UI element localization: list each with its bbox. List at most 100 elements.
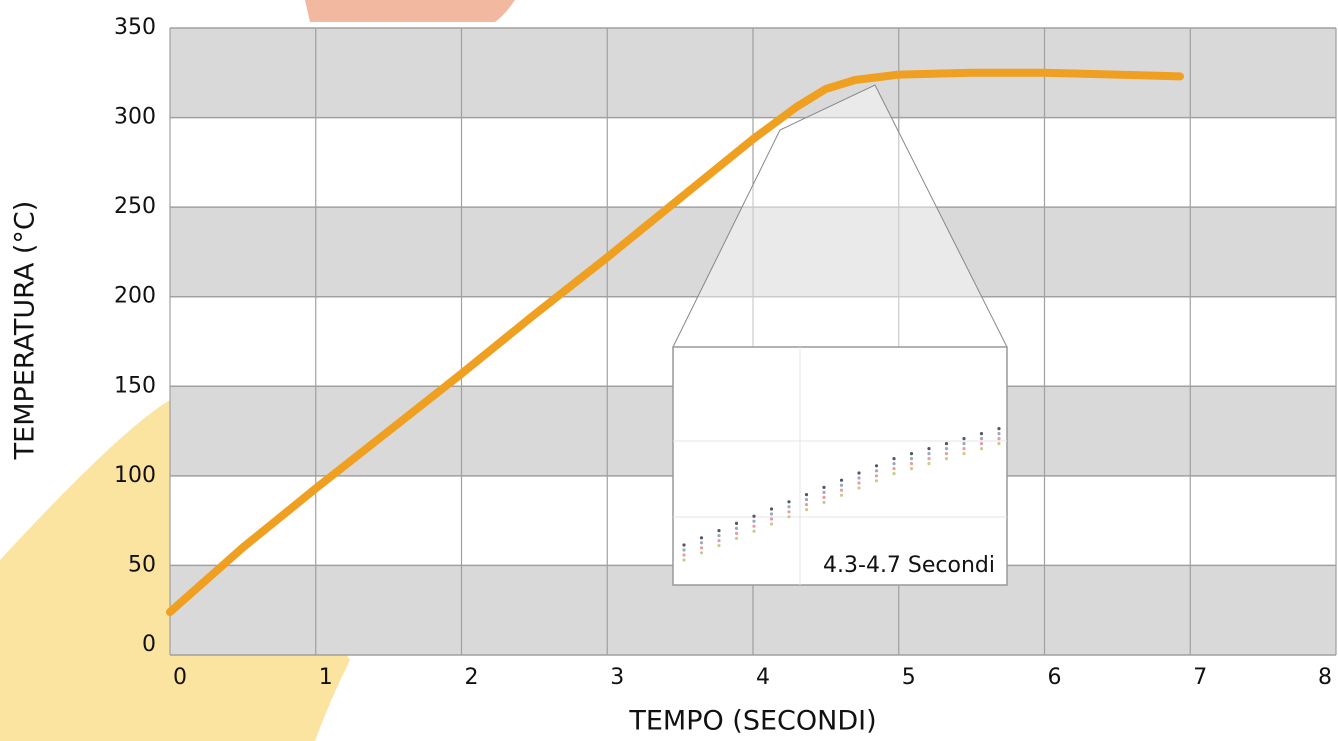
inset-dot xyxy=(682,543,686,547)
inset-dot xyxy=(857,471,861,475)
inset-dot xyxy=(944,457,949,461)
inset-dot xyxy=(909,467,914,471)
inset-dot xyxy=(927,452,931,456)
inset-dot xyxy=(734,526,739,531)
inset-dot xyxy=(839,483,844,487)
x-tick-label: 2 xyxy=(465,665,479,690)
x-axis-title: TEMPO (SECONDI) xyxy=(628,706,876,737)
inset-dot xyxy=(997,437,1001,441)
y-tick-label: 100 xyxy=(114,463,156,488)
inset-dot xyxy=(979,432,984,436)
inset-dot xyxy=(892,467,896,471)
inset-dot xyxy=(927,447,931,451)
inset-dot xyxy=(839,478,844,482)
inset-dot xyxy=(909,452,914,456)
x-tick-label: 4 xyxy=(756,665,770,690)
inset-dot xyxy=(979,437,984,441)
inset-dot xyxy=(874,469,879,473)
x-tick-label: 0 xyxy=(173,665,187,690)
decor-shape xyxy=(305,0,515,22)
inset-dot xyxy=(717,534,721,538)
inset-dot xyxy=(962,447,966,451)
inset-dot xyxy=(699,541,704,545)
inset-dot xyxy=(787,515,791,519)
inset-dot xyxy=(699,536,704,540)
inset-dot xyxy=(944,447,949,451)
inset-dot xyxy=(699,551,704,555)
inset-dot xyxy=(752,519,756,523)
x-tick-label: 1 xyxy=(319,665,333,690)
inset-dot xyxy=(787,510,791,514)
inset-dot xyxy=(944,442,949,446)
inset-dot xyxy=(909,457,914,461)
inset-dot xyxy=(804,503,809,507)
inset-dot xyxy=(734,536,739,541)
inset-dot xyxy=(804,508,809,512)
inset-dot xyxy=(717,539,721,543)
x-tick-label: 7 xyxy=(1193,665,1207,690)
inset-dot xyxy=(927,462,931,466)
y-tick-label: 150 xyxy=(114,373,156,398)
inset-dot xyxy=(892,462,896,466)
inset-dot xyxy=(822,495,826,499)
inset-dot xyxy=(857,476,861,480)
annotation: 4.3-4.7 Secondi xyxy=(823,553,995,578)
inset-dot xyxy=(682,558,686,562)
y-tick-label: 200 xyxy=(114,284,156,309)
inset-dot xyxy=(892,472,896,476)
inset-dot xyxy=(769,522,774,526)
inset-dot xyxy=(822,485,826,489)
inset-dot xyxy=(769,517,774,521)
inset-dot xyxy=(769,512,774,516)
inset-dot xyxy=(857,486,861,490)
inset-dot xyxy=(699,546,704,550)
inset-dot xyxy=(944,452,949,456)
inset-dot xyxy=(962,442,966,446)
inset-dot xyxy=(804,498,809,502)
inset-dot xyxy=(682,553,686,557)
y-tick-label: 350 xyxy=(114,15,156,40)
inset-dot xyxy=(979,442,984,446)
inset-dot xyxy=(787,500,791,504)
x-tick-label: 5 xyxy=(902,665,916,690)
inset-dot xyxy=(734,521,739,526)
inset-dot xyxy=(839,493,844,497)
inset-dot xyxy=(822,500,826,504)
x-tick-label: 8 xyxy=(1318,665,1332,690)
inset-dot xyxy=(752,514,756,518)
inset-dot xyxy=(857,481,861,485)
inset-dot xyxy=(874,464,879,468)
inset-dot xyxy=(997,427,1001,431)
x-tick-label: 6 xyxy=(1048,665,1062,690)
inset-box xyxy=(672,346,1008,586)
inset-dot xyxy=(997,432,1001,436)
inset-dot xyxy=(752,524,756,528)
inset-dot xyxy=(997,442,1001,446)
inset-dot xyxy=(682,548,686,552)
inset-dot xyxy=(839,488,844,492)
inset-dot xyxy=(752,529,756,533)
y-tick-label: 250 xyxy=(114,194,156,219)
inset-dot xyxy=(962,452,966,456)
inset-dot xyxy=(927,457,931,461)
inset-dot xyxy=(769,507,774,511)
inset-dot xyxy=(822,490,826,494)
inset-dot xyxy=(962,437,966,441)
inset-dot xyxy=(874,479,879,483)
inset-dot xyxy=(979,447,984,451)
inset-dot xyxy=(734,531,739,536)
y-axis-title: TEMPERATURA (°C) xyxy=(10,201,41,461)
y-tick-label: 50 xyxy=(128,552,156,577)
line xyxy=(166,68,1184,616)
x-tick-label: 3 xyxy=(610,665,624,690)
inset-dot xyxy=(787,505,791,509)
inset-dot xyxy=(804,493,809,497)
inset-dot xyxy=(717,544,721,548)
y-tick-label: 300 xyxy=(114,105,156,130)
inset-dot xyxy=(717,529,721,533)
inset-dot xyxy=(909,462,914,466)
y-tick-label: 0 xyxy=(142,632,156,657)
inset-dot xyxy=(892,457,896,461)
inset: 4.3-4.7 Secondi xyxy=(672,84,1008,586)
